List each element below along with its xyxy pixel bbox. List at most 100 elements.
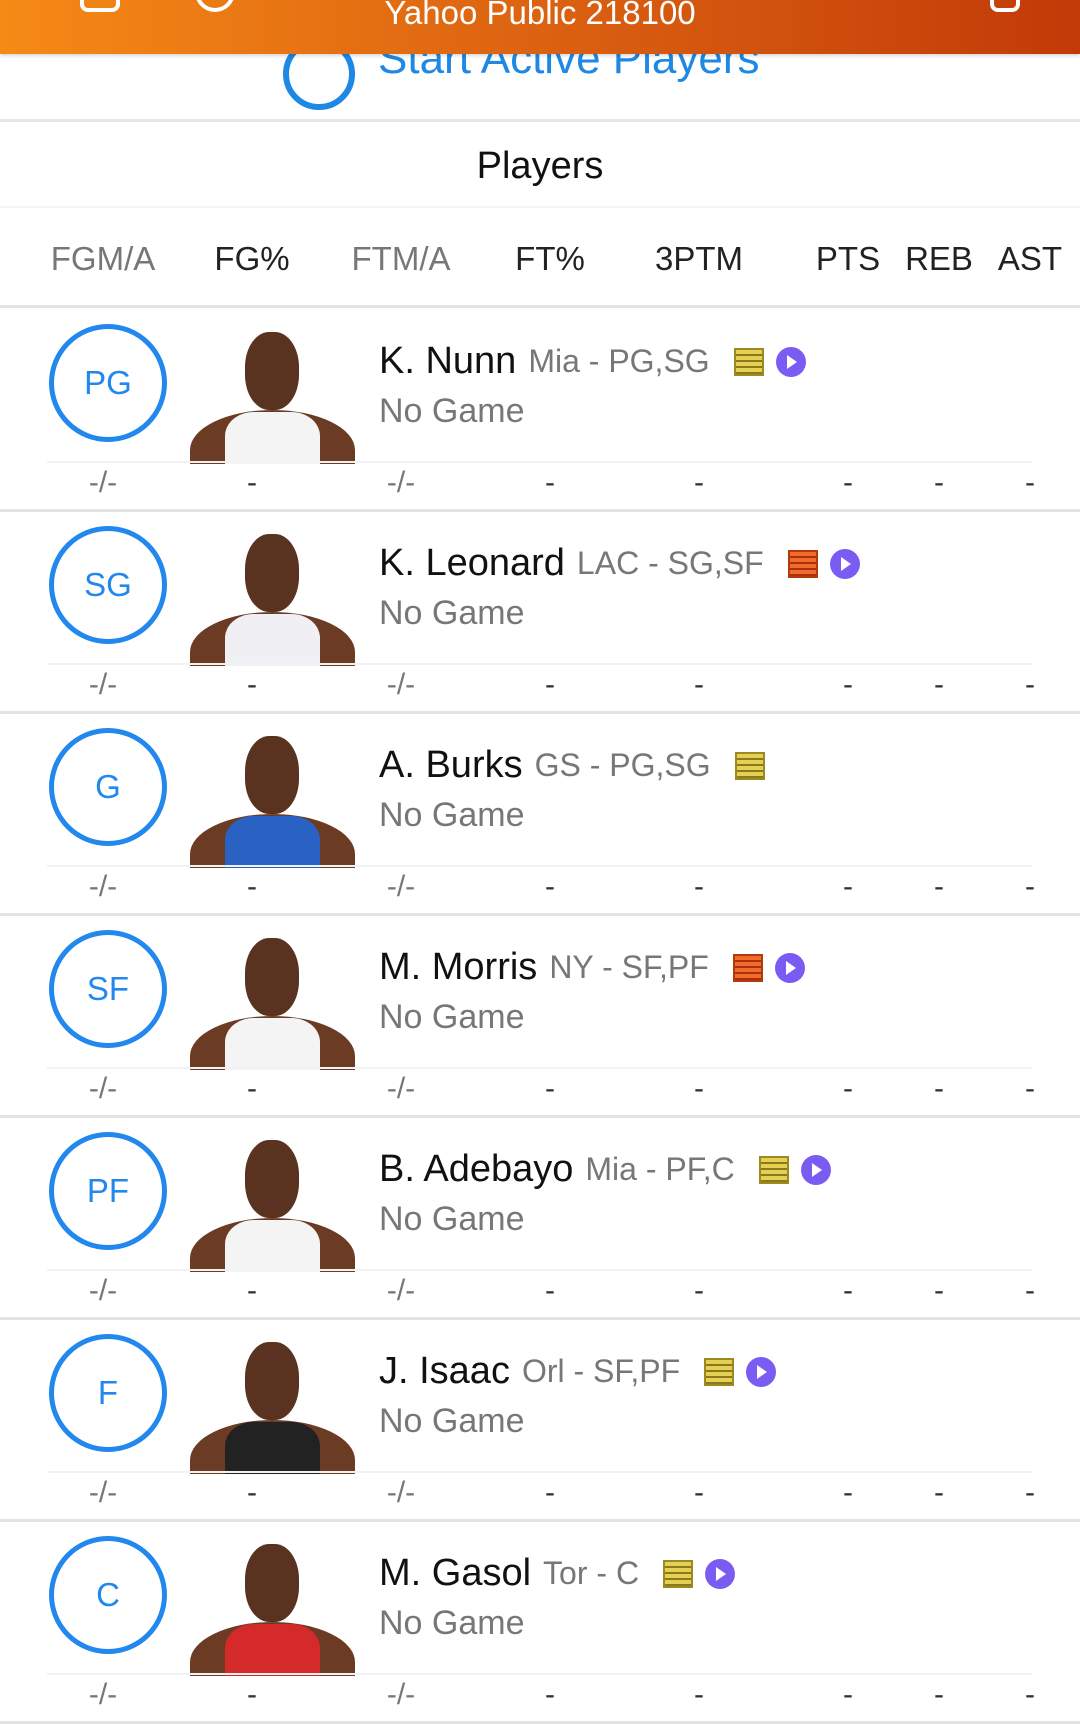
player-row[interactable]: G A. Burks GS - PG,SG No Game -/- - -/- - - - -… xyxy=(0,714,1080,916)
column-header-reb[interactable]: REB xyxy=(905,240,973,277)
note-icon[interactable] xyxy=(758,1155,789,1184)
player-name[interactable]: M. Gasol xyxy=(379,1552,532,1594)
stat-value: - xyxy=(694,1678,704,1711)
roster-icon[interactable] xyxy=(80,0,120,12)
note-icon[interactable] xyxy=(733,347,764,376)
player-row[interactable]: C M. Gasol Tor - C No Game -/- - -/- - - - - - xyxy=(0,1522,1080,1724)
divider xyxy=(47,1471,1032,1473)
player-row[interactable]: SF M. Morris NY - SF,PF No Game -/- - -/- - -… xyxy=(0,916,1080,1118)
player-name[interactable]: J. Isaac xyxy=(379,1350,510,1392)
player-team-position: Mia - PF,C xyxy=(585,1151,735,1187)
stat-value: - xyxy=(843,1274,853,1307)
stat-value: - xyxy=(934,466,944,499)
video-play-icon[interactable] xyxy=(775,346,806,377)
stat-value: -/- xyxy=(88,668,118,701)
chat-icon[interactable] xyxy=(990,0,1020,12)
video-play-icon[interactable] xyxy=(705,1558,736,1589)
position-slot-button[interactable]: G xyxy=(49,728,167,846)
video-play-icon[interactable] xyxy=(800,1154,831,1185)
stat-value: - xyxy=(843,1072,853,1105)
stat-value: -/- xyxy=(386,1072,416,1105)
player-name[interactable]: K. Nunn xyxy=(379,340,517,382)
stat-value: - xyxy=(545,668,555,701)
video-play-icon[interactable] xyxy=(829,548,860,579)
hot-note-icon[interactable] xyxy=(732,953,763,982)
player-name[interactable]: K. Leonard xyxy=(379,542,565,584)
position-slot-button[interactable]: SF xyxy=(49,930,167,1048)
stat-value: - xyxy=(247,1274,257,1307)
video-play-icon[interactable] xyxy=(746,1356,777,1387)
divider xyxy=(47,1673,1032,1675)
stat-value: -/- xyxy=(386,668,416,701)
stat-value: - xyxy=(694,1072,704,1105)
stat-value: - xyxy=(247,466,257,499)
divider xyxy=(47,1269,1032,1271)
stat-value: - xyxy=(545,870,555,903)
position-slot-button[interactable]: PF xyxy=(49,1132,167,1250)
game-status: No Game xyxy=(379,1604,525,1642)
stat-value: - xyxy=(247,668,257,701)
player-photo xyxy=(190,936,355,1070)
player-info[interactable]: B. Adebayo Mia - PF,C xyxy=(379,1148,831,1191)
player-row[interactable]: F J. Isaac Orl - SF,PF No Game -/- - -/- - - -… xyxy=(0,1320,1080,1522)
note-icon[interactable] xyxy=(704,1357,735,1386)
player-team-position: Mia - PG,SG xyxy=(528,343,710,379)
game-status: No Game xyxy=(379,796,525,834)
hot-note-icon[interactable] xyxy=(787,549,818,578)
stat-value: - xyxy=(247,1678,257,1711)
player-photo xyxy=(190,1138,355,1272)
column-header-fg[interactable]: FG% xyxy=(214,240,290,277)
stat-value: - xyxy=(694,1274,704,1307)
column-header-pts[interactable]: PTS xyxy=(815,240,881,277)
stat-value: - xyxy=(545,1274,555,1307)
position-slot-button[interactable]: F xyxy=(49,1334,167,1452)
column-header-ftma[interactable]: FTM/A xyxy=(351,240,451,277)
stat-value: -/- xyxy=(386,1476,416,1509)
column-header-ast[interactable]: AST xyxy=(997,240,1063,277)
player-info[interactable]: M. Morris NY - SF,PF xyxy=(379,946,805,989)
column-header-fgma[interactable]: FGM/A xyxy=(50,240,156,277)
stat-value: - xyxy=(843,668,853,701)
column-header-ft[interactable]: FT% xyxy=(515,240,585,277)
app-header: Yahoo Public 218100 xyxy=(0,0,1080,54)
position-slot-button[interactable]: SG xyxy=(49,526,167,644)
player-team-position: NY - SF,PF xyxy=(549,949,709,985)
player-team-position: GS - PG,SG xyxy=(534,747,711,783)
player-info[interactable]: M. Gasol Tor - C xyxy=(379,1552,736,1595)
player-name[interactable]: A. Burks xyxy=(379,744,523,786)
stat-value: -/- xyxy=(386,870,416,903)
stat-value: - xyxy=(545,1072,555,1105)
stat-value: - xyxy=(934,870,944,903)
stat-value: - xyxy=(1025,466,1035,499)
column-header-3ptm[interactable]: 3PTM xyxy=(654,240,744,277)
player-row[interactable]: PG K. Nunn Mia - PG,SG No Game -/- - -/- - - -… xyxy=(0,310,1080,512)
player-row[interactable]: SG K. Leonard LAC - SG,SF No Game -/- - -/-… xyxy=(0,512,1080,714)
player-row[interactable]: PF B. Adebayo Mia - PF,C No Game -/- - -/- -… xyxy=(0,1118,1080,1320)
stat-value: - xyxy=(1025,668,1035,701)
note-icon[interactable] xyxy=(734,751,765,780)
player-photo xyxy=(190,734,355,868)
player-info[interactable]: K. Leonard LAC - SG,SF xyxy=(379,542,860,585)
stat-value: -/- xyxy=(386,1678,416,1711)
player-info[interactable]: K. Nunn Mia - PG,SG xyxy=(379,340,806,383)
stat-value: -/- xyxy=(386,1274,416,1307)
video-play-icon[interactable] xyxy=(774,952,805,983)
position-slot-button[interactable]: PG xyxy=(49,324,167,442)
stat-value: - xyxy=(934,1476,944,1509)
player-name[interactable]: B. Adebayo xyxy=(379,1148,574,1190)
stat-value: - xyxy=(934,1274,944,1307)
player-name[interactable]: M. Morris xyxy=(379,946,538,988)
player-info[interactable]: J. Isaac Orl - SF,PF xyxy=(379,1350,777,1393)
player-photo xyxy=(190,1542,355,1676)
stat-value: - xyxy=(1025,1476,1035,1509)
league-title: Yahoo Public 218100 xyxy=(384,0,696,31)
divider xyxy=(47,1067,1032,1069)
game-status: No Game xyxy=(379,594,525,632)
position-slot-button[interactable]: C xyxy=(49,1536,167,1654)
note-icon[interactable] xyxy=(663,1559,694,1588)
stat-value: - xyxy=(247,870,257,903)
player-info[interactable]: A. Burks GS - PG,SG xyxy=(379,744,765,787)
stat-value: - xyxy=(1025,870,1035,903)
player-team-position: Tor - C xyxy=(543,1555,640,1591)
stat-column-headers: FGM/A FG% FTM/A FT% 3PTM PTS REB AST xyxy=(0,210,1080,308)
